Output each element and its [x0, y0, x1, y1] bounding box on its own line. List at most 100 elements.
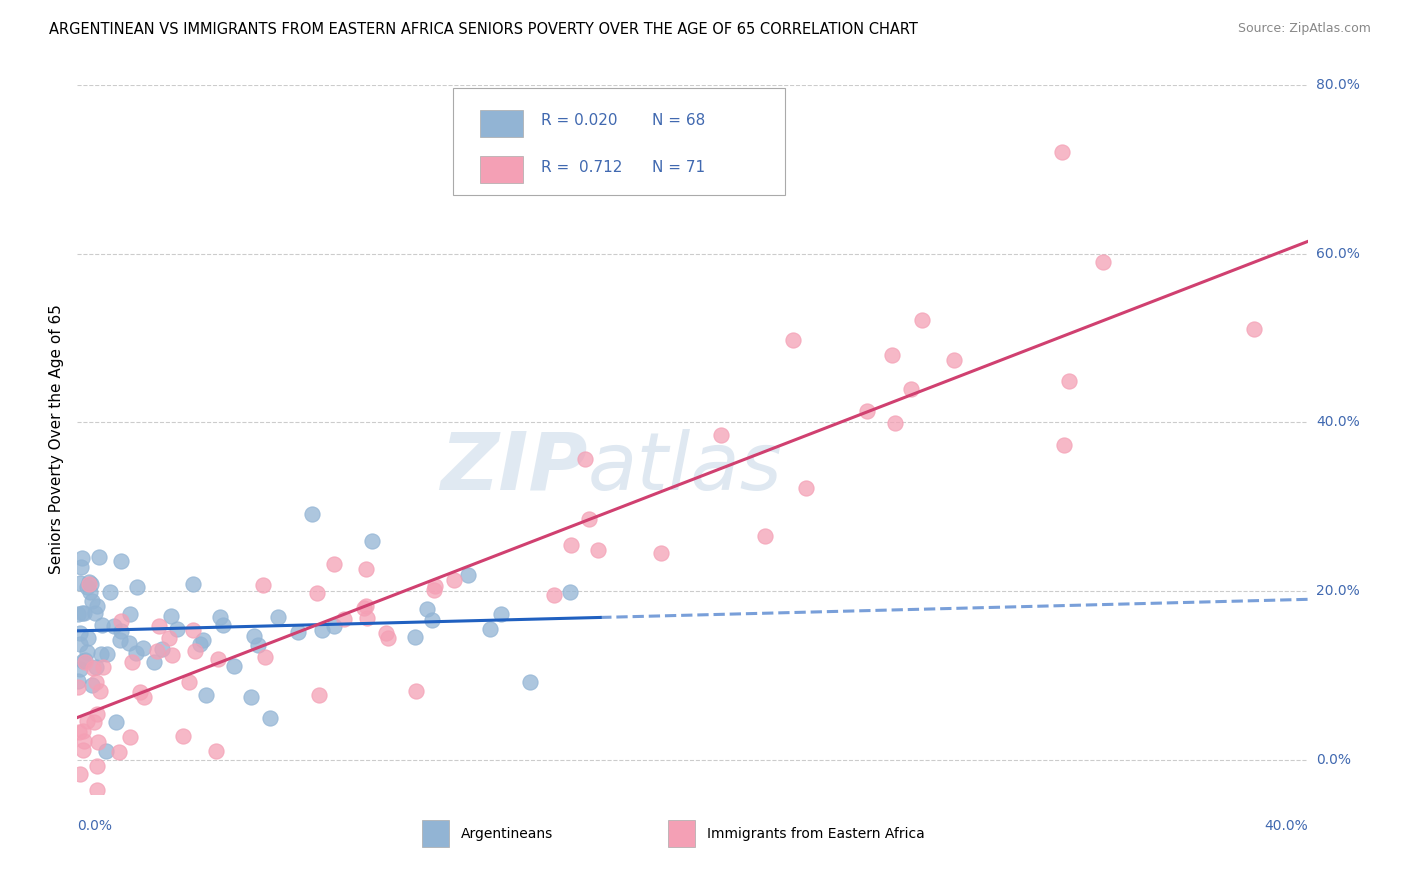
Point [128, 684, 150, 698]
Point [420, 613, 443, 627]
Point [107, 745, 129, 759]
Point [83, 606, 105, 620]
Point [66, 680, 89, 694]
Point [491, 607, 513, 621]
Point [361, 533, 384, 548]
Point [519, 674, 541, 689]
Point [354, 562, 377, 576]
Point [710, 427, 733, 442]
Point [301, 507, 323, 521]
Point [127, 580, 149, 594]
Point [423, 582, 446, 597]
Point [96, 744, 118, 758]
Point [287, 625, 309, 640]
Point [356, 611, 378, 625]
Text: ARGENTINEAN VS IMMIGRANTS FROM EASTERN AFRICA SENIORS POVERTY OVER THE AGE OF 65: ARGENTINEAN VS IMMIGRANTS FROM EASTERN A… [49, 22, 918, 37]
Point [578, 511, 600, 525]
Point [375, 625, 398, 640]
Point [76, 580, 98, 594]
Text: ZIP: ZIP [440, 429, 588, 507]
Point [73, 656, 96, 670]
Point [883, 416, 905, 430]
Point [69, 767, 91, 781]
Point [79, 577, 101, 591]
Point [67, 725, 90, 739]
Point [405, 684, 427, 698]
Point [1053, 438, 1076, 452]
Point [86, 783, 108, 797]
Point [794, 481, 817, 495]
Point [91, 660, 114, 674]
Point [457, 567, 479, 582]
Bar [479, 110, 523, 136]
Point [69, 576, 91, 591]
Text: 40.0%: 40.0% [1264, 819, 1308, 833]
Point [252, 578, 274, 592]
Point [782, 334, 804, 348]
Point [239, 690, 262, 704]
Point [558, 585, 581, 599]
Point [177, 675, 200, 690]
Text: 0.0%: 0.0% [1316, 753, 1351, 767]
Point [183, 623, 205, 637]
Point [443, 574, 465, 588]
Point [90, 618, 112, 632]
Point [76, 714, 98, 728]
Point [900, 383, 922, 397]
Point [73, 734, 96, 748]
Point [856, 404, 879, 418]
Point [125, 646, 148, 660]
Point [89, 550, 111, 565]
Point [150, 642, 173, 657]
Point [586, 543, 609, 558]
Point [142, 655, 165, 669]
Point [98, 584, 121, 599]
Point [86, 759, 108, 773]
Point [543, 588, 565, 602]
Point [90, 647, 112, 661]
Point [311, 623, 333, 637]
Point [110, 614, 132, 628]
Point [1050, 145, 1073, 160]
Text: Argentineans: Argentineans [461, 827, 554, 840]
Point [1091, 255, 1114, 269]
Point [82, 678, 104, 692]
Y-axis label: Seniors Poverty Over the Age of 65: Seniors Poverty Over the Age of 65 [49, 304, 65, 574]
Point [146, 644, 169, 658]
Point [108, 632, 131, 647]
Point [105, 714, 128, 729]
Point [478, 622, 501, 636]
Point [207, 652, 229, 666]
Point [75, 653, 97, 667]
Point [110, 624, 132, 639]
Point [188, 637, 211, 651]
Point [267, 609, 290, 624]
Point [82, 660, 104, 674]
Point [166, 622, 188, 636]
Point [72, 743, 94, 757]
Point [76, 645, 98, 659]
Point [205, 744, 228, 758]
Point [73, 606, 96, 620]
Text: R =  0.712: R = 0.712 [541, 161, 623, 175]
Point [195, 688, 218, 702]
Point [121, 655, 143, 669]
Point [77, 576, 100, 591]
Point [650, 546, 672, 560]
Point [79, 585, 101, 599]
Point [77, 632, 100, 646]
Point [224, 659, 246, 673]
Point [83, 714, 105, 729]
Point [159, 608, 181, 623]
Point [77, 574, 100, 589]
Point [86, 599, 108, 613]
FancyBboxPatch shape [453, 88, 785, 194]
Bar [479, 156, 523, 184]
Point [103, 618, 125, 632]
Point [209, 610, 232, 624]
Point [354, 599, 377, 614]
Text: 20.0%: 20.0% [1316, 584, 1360, 599]
Point [560, 538, 582, 552]
Text: 60.0%: 60.0% [1316, 246, 1360, 260]
Point [1243, 322, 1265, 336]
